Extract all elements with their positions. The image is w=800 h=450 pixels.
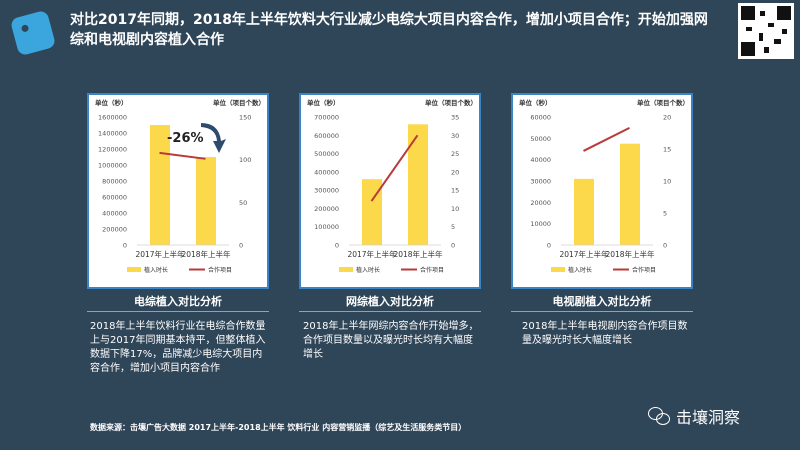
divider	[299, 311, 481, 312]
left-tick-label: 400000	[314, 168, 339, 176]
chart-variety-svg: 单位（秒） 单位（项目个数） 0 200000 400000 600000 800000 10…	[95, 98, 265, 274]
bar	[196, 157, 216, 245]
bar	[150, 125, 170, 245]
right-tick-label: 0	[663, 242, 667, 250]
x-tick-label: 2018年上半年	[393, 249, 443, 259]
right-tick-label: 50	[239, 199, 247, 207]
left-tick-label: 60000	[530, 114, 551, 122]
legend-label: 合作项目	[208, 266, 232, 274]
legend-swatch-bar	[127, 267, 141, 272]
right-tick-label: 0	[451, 242, 455, 250]
legend-label: 植入时长	[356, 266, 380, 274]
right-axis-unit-label: 单位（项目个数）	[213, 98, 265, 107]
chart-panel-variety: 单位（秒） 单位（项目个数） 0 200000 400000 600000 800000 10…	[87, 93, 269, 289]
right-axis-unit-label: 单位（项目个数）	[425, 98, 477, 107]
bar	[362, 179, 382, 245]
line-series	[370, 134, 419, 202]
bar	[574, 178, 594, 245]
right-tick-label: 35	[451, 114, 459, 122]
section-heading-web-variety: 网综植入对比分析	[346, 295, 434, 308]
x-tick-label: 2017年上半年	[347, 249, 397, 259]
right-tick-label: 20	[451, 168, 459, 176]
chart-web-variety-svg: 单位（秒） 单位（项目个数）010000020000030000040000050…	[307, 98, 477, 274]
left-tick-label: 300000	[314, 187, 339, 195]
right-tick-label: 10	[663, 178, 671, 186]
section-description-web-variety: 2018年上半年网综内容合作开始增多，合作项目数量以及曝光时长均有大幅度增长	[303, 321, 479, 360]
bar	[408, 124, 428, 245]
legend-swatch-bar	[551, 267, 565, 272]
right-tick-label: 15	[451, 187, 459, 195]
change-annotation: -26%	[167, 131, 204, 146]
legend-swatch-bar	[339, 267, 353, 272]
right-tick-label: 15	[663, 146, 671, 154]
legend-label: 植入时长	[144, 266, 168, 274]
right-tick-label: 20	[663, 114, 671, 122]
left-tick-label: 20000	[530, 199, 551, 207]
left-tick-label: 700000	[314, 114, 339, 122]
tag-icon	[9, 9, 57, 57]
right-tick-label: 5	[451, 223, 455, 231]
left-tick-label: 1200000	[98, 146, 127, 154]
line-series	[159, 151, 206, 160]
right-tick-label: 10	[451, 205, 459, 213]
right-tick-label: 100	[239, 156, 251, 164]
brand-name: 击壤洞察	[676, 408, 741, 427]
left-tick-label: 200000	[102, 226, 127, 234]
chart-tv-drama-svg: 单位（秒） 单位（项目个数） 0 10000 20000 30000 40000 50000 6…	[519, 98, 689, 274]
data-source-note: 数据来源：击壤广告大数据 2017上半年-2018上半年 饮料行业 内容营销监播…	[90, 423, 467, 432]
section-description-variety: 2018年上半年饮料行业在电综合作数量上与2017年同期基本持平，但整体植入数据…	[90, 321, 266, 374]
chart-panel-tv-drama: 单位（秒） 单位（项目个数） 0 10000 20000 30000 40000 50000 6…	[511, 93, 693, 289]
left-tick-label: 1000000	[98, 162, 127, 170]
left-tick-label: 600000	[102, 194, 127, 202]
left-tick-label: 500000	[314, 150, 339, 158]
left-tick-label: 0	[123, 242, 127, 250]
left-axis-unit-label: 单位（秒）	[95, 98, 128, 107]
brand-signature: 击壤洞察	[648, 404, 740, 428]
x-tick-label: 2018年上半年	[181, 249, 231, 259]
left-tick-label: 100000	[314, 223, 339, 231]
legend-label: 合作项目	[420, 266, 444, 274]
left-tick-label: 50000	[530, 135, 551, 143]
divider	[511, 311, 693, 312]
x-tick-label: 2018年上半年	[605, 249, 655, 259]
x-tick-label: 2017年上半年	[559, 249, 609, 259]
left-tick-label: 600000	[314, 132, 339, 140]
section-description-tv-drama: 2018年上半年电视剧内容合作项目数量及曝光时长大幅度增长	[522, 321, 688, 346]
line-series	[583, 126, 630, 152]
arrow-icon	[201, 123, 226, 153]
divider	[87, 311, 269, 312]
right-axis-unit-label: 单位（项目个数）	[637, 98, 689, 107]
right-tick-label: 0	[239, 242, 243, 250]
chart-panel-web-variety: 单位（秒） 单位（项目个数） 0 100000 200000 300000 400000 50…	[299, 93, 481, 289]
left-tick-label: 40000	[530, 156, 551, 164]
legend-label: 植入时长	[568, 266, 592, 274]
left-tick-label: 200000	[314, 205, 339, 213]
bar	[620, 143, 640, 245]
qr-code	[738, 3, 794, 59]
wechat-icon	[648, 407, 670, 425]
left-axis-unit-label: 单位（秒）	[519, 98, 552, 107]
left-tick-label: 10000	[530, 220, 551, 228]
left-tick-label: 0	[547, 242, 551, 250]
left-tick-label: 30000	[530, 178, 551, 186]
section-heading-tv-drama: 电视剧植入对比分析	[552, 295, 652, 308]
page-title: 对比2017年同期，2018年上半年饮料大行业减少电综大项目内容合作，增加小项目…	[70, 12, 708, 48]
left-tick-label: 0	[335, 242, 339, 250]
section-heading-variety: 电综植入对比分析	[134, 295, 222, 308]
x-tick-label: 2017年上半年	[135, 249, 185, 259]
left-axis-unit-label: 单位（秒）	[307, 98, 340, 107]
left-tick-label: 800000	[102, 178, 127, 186]
right-tick-label: 150	[239, 114, 251, 122]
left-tick-label: 400000	[102, 210, 127, 218]
right-tick-label: 25	[451, 150, 459, 158]
right-tick-label: 5	[663, 210, 667, 218]
legend-label: 合作项目	[632, 266, 656, 274]
left-tick-label: 1600000	[98, 114, 127, 122]
left-tick-label: 1400000	[98, 130, 127, 138]
right-tick-label: 30	[451, 132, 459, 140]
